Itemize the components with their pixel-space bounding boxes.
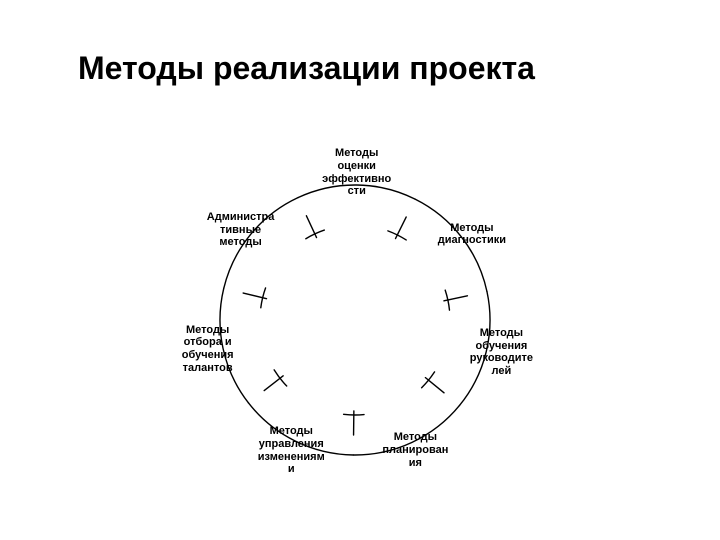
petal-label: Методы диагностики [437, 222, 507, 247]
radial-diagram: Методы оценки эффективности Методы диагно… [0, 0, 720, 540]
slide: Методы реализации проекта Методы оценки … [0, 0, 720, 540]
petal-label: Методы управления изменениями [256, 425, 326, 476]
petal-label: Административные методы [206, 211, 276, 249]
petal-label: Методы планирования [380, 431, 450, 469]
petal-label: Методы отбора и обучения талантов [173, 324, 243, 375]
radial-diagram-svg [0, 0, 720, 540]
petal-label: Методы обучения руководителей [466, 327, 536, 378]
petal-label: Методы оценки эффективности [322, 147, 392, 198]
